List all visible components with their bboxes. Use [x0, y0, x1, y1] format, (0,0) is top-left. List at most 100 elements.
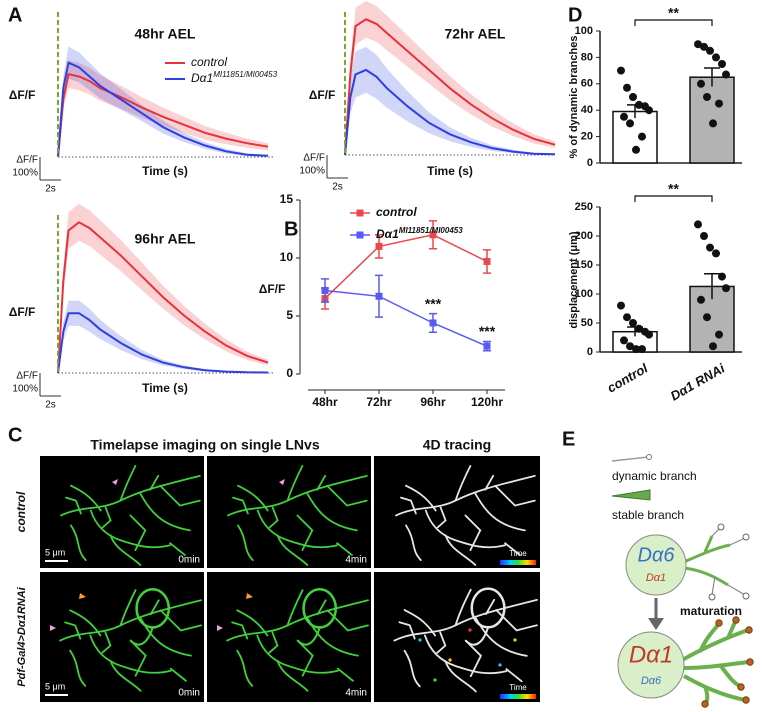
path-part: [726, 621, 737, 639]
path-part: [698, 623, 720, 653]
legend-text: dynamic branch: [612, 469, 697, 483]
data-point: [697, 295, 705, 304]
data-point: [697, 79, 705, 88]
x-tick-label: Dα1 RNAi: [668, 360, 728, 403]
legend-label: control: [191, 55, 227, 69]
trace-line: [57, 73, 269, 158]
y-axis-label: ΔF/F: [309, 88, 336, 102]
tracing-dots: [418, 628, 517, 682]
y-tick-label: 0: [587, 157, 593, 169]
colorbar-label: Time: [509, 549, 527, 558]
x-tick-label: 72hr: [366, 395, 392, 409]
x-tick-label: 48hr: [312, 395, 338, 409]
y-tick-label: 250: [575, 201, 593, 213]
chart-title: 72hr AEL: [445, 26, 506, 42]
row-label: Pdf-Gal4>Dα1RNAi: [16, 586, 28, 686]
error-band: [58, 300, 268, 373]
y-tick-label: 10: [280, 250, 294, 264]
legend-name: Dα1: [191, 71, 213, 85]
line-part: [727, 584, 746, 596]
mature-branches: [681, 621, 749, 707]
arrow-head: [648, 618, 664, 630]
data-point: [645, 330, 653, 339]
legend-name: control: [376, 205, 417, 219]
data-point: [718, 60, 726, 68]
data-point: [629, 93, 637, 101]
circle-part: [717, 523, 725, 531]
panel-letter: E: [562, 428, 575, 450]
colorbar: [500, 694, 536, 699]
path-part: [683, 566, 729, 587]
error-band: [58, 46, 268, 157]
trace-line: [57, 221, 269, 374]
data-point: [632, 145, 640, 154]
panel-letter: C: [8, 424, 22, 446]
circle-part: [745, 626, 753, 634]
data-point: [626, 119, 634, 128]
legend-superscript: MI11851/MI00453: [399, 226, 463, 235]
scale-bar-label: ΔF/F: [16, 371, 38, 382]
y-tick-label: 40: [581, 104, 593, 116]
stable-branch-icon: [611, 489, 651, 501]
data-point: [715, 330, 723, 339]
subunit-major: Dα1: [629, 641, 673, 668]
data-point: [709, 119, 717, 128]
data-point: [718, 272, 726, 281]
data-point: [703, 93, 711, 101]
y-tick-label: 0: [286, 366, 293, 380]
panel-c-tracing-title: 4D tracing: [423, 437, 491, 453]
marker: [429, 231, 437, 239]
arrow-label: maturation: [680, 604, 742, 618]
legend-label: Dα1MI11851/MI00453: [191, 70, 278, 86]
scale-bar-y-label: 100%: [12, 384, 38, 395]
data-point: [694, 220, 702, 229]
panel-c-title: Timelapse imaging on single LNvs: [90, 437, 319, 453]
legend-name: control: [191, 55, 227, 69]
data-point: [629, 319, 637, 327]
data-point: [638, 132, 646, 141]
y-axis-label: ΔF/F: [259, 282, 286, 296]
circle-part: [715, 619, 723, 627]
image-row: Pdf-Gal4>Dα1RNAi 5 μm 0min 4min Time: [16, 572, 540, 702]
line-part: [711, 575, 716, 596]
data-point: [712, 53, 720, 62]
path-part: [681, 628, 749, 662]
circle-part: [742, 533, 750, 541]
series-line: [324, 234, 488, 300]
error-band: [345, 0, 555, 156]
scale-bar-y-label: 100%: [299, 166, 325, 177]
y-tick-label: 20: [581, 131, 593, 143]
legend-text: stable branch: [612, 508, 684, 522]
panel-e: dynamic branch stable branch Dα6 Dα1 mat…: [611, 454, 754, 708]
dynamic-branches: [711, 527, 746, 596]
dynamic-tips: [708, 523, 750, 601]
marker: [429, 319, 437, 327]
circle-part: [708, 593, 716, 601]
x-tick-label: 96hr: [420, 395, 446, 409]
stable-tips: [701, 616, 754, 708]
y-tick-label: 60: [581, 78, 593, 90]
y-axis-label: displacement (μm): [568, 231, 580, 329]
circle-part: [433, 678, 437, 682]
panel-letter: D: [568, 4, 582, 26]
panel-letter: A: [8, 4, 22, 26]
colorbar-label: Time: [509, 683, 527, 692]
data-point: [620, 336, 628, 345]
legend-label: Dα1MI11851/MI00453: [376, 226, 463, 242]
y-tick-label: 200: [575, 230, 593, 242]
scale-bar-x-label: 2s: [332, 182, 343, 193]
micrograph: [207, 572, 371, 702]
path-part: [683, 674, 746, 702]
circle-part: [513, 638, 517, 642]
immature-branches: [683, 535, 731, 587]
y-axis-label: ΔF/F: [9, 88, 36, 102]
circle-part: [498, 663, 502, 667]
data-point: [623, 313, 631, 322]
marker: [375, 242, 383, 250]
data-point: [712, 249, 720, 258]
circle-part: [701, 700, 709, 708]
y-axis-label: ΔF/F: [9, 305, 36, 319]
